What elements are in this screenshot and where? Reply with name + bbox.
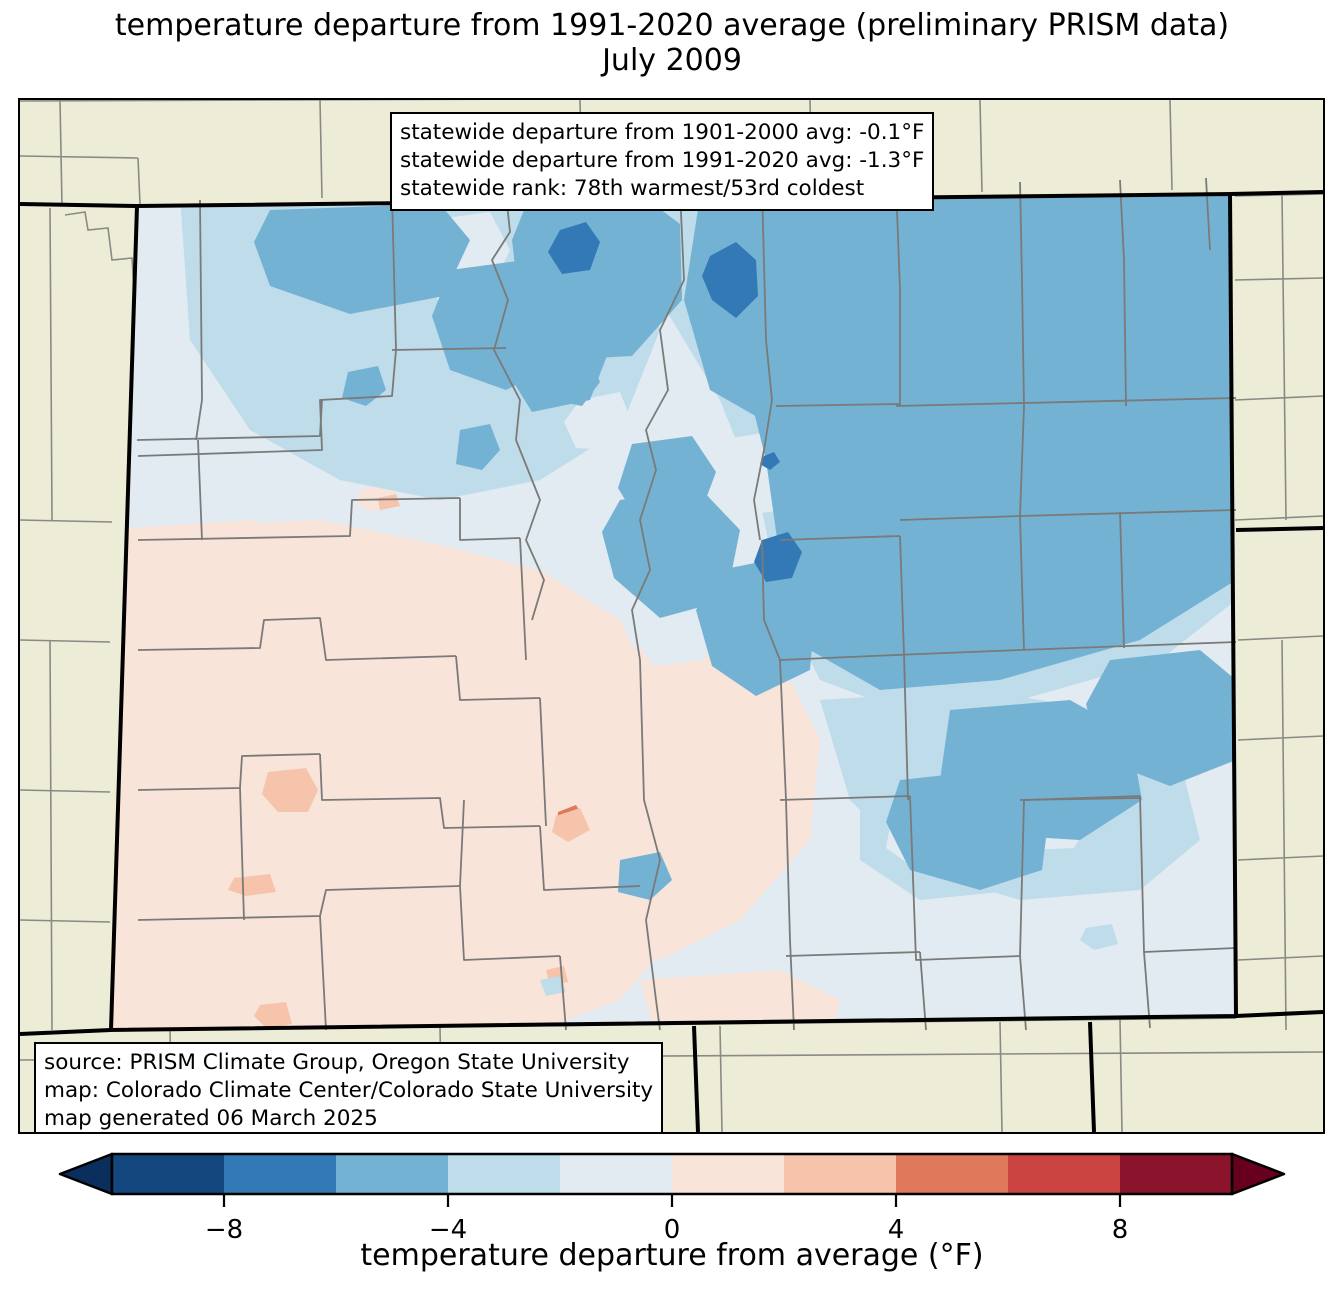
title-line-1: temperature departure from 1991-2020 ave… xyxy=(114,8,1230,43)
cool-dot-south2 xyxy=(540,976,566,996)
source-credit-box: source: PRISM Climate Group, Oregon Stat… xyxy=(34,1042,664,1132)
band-minus6-c3 xyxy=(696,558,816,696)
colorbar-tick-label-2: 0 xyxy=(664,1215,681,1245)
hot-patch-2 xyxy=(228,874,276,896)
map-panel: statewide departure from 1901-2000 avg: … xyxy=(18,98,1325,1134)
hot-patch-nw xyxy=(378,494,400,510)
band-minus4-dot1 xyxy=(838,720,916,766)
colorbar-tick-labels: −8 −4 0 4 8 xyxy=(205,1215,1128,1245)
colorbar: −8 −4 0 4 8 xyxy=(0,1142,1344,1299)
colorbar-svg: −8 −4 0 4 8 xyxy=(58,1152,1286,1245)
hot-patch-1 xyxy=(262,768,318,812)
colorbar-bands xyxy=(58,1152,1286,1196)
temperature-departure-field xyxy=(111,194,1236,1030)
neighboring-state-borders xyxy=(20,190,1323,1132)
band-minus6-c2 xyxy=(602,488,740,618)
colorbar-band-1 xyxy=(224,1154,337,1194)
stats-line-1: statewide departure from 1901-2000 avg: … xyxy=(400,120,925,145)
pocket-nc-1 xyxy=(564,392,632,450)
band-minus6-ne2 xyxy=(798,488,960,620)
band-minus6-nw xyxy=(254,204,470,314)
source-line-1: source: PRISM Climate Group, Oregon Stat… xyxy=(44,1050,630,1075)
colorbar-tick-label-0: −8 xyxy=(205,1215,243,1245)
colorbar-band-6 xyxy=(784,1154,897,1194)
colorbar-tick-label-3: 4 xyxy=(888,1215,905,1245)
band-0-to-2-south xyxy=(640,970,840,1030)
colorbar-axis-label: temperature departure from average (°F) xyxy=(360,1238,984,1273)
band-minus6-dot3 xyxy=(342,366,386,406)
colorbar-tick-label-4: 8 xyxy=(1112,1215,1129,1245)
colorbar-band-2 xyxy=(336,1154,449,1194)
colorbar-band-0 xyxy=(112,1154,225,1194)
title-line-2: July 2009 xyxy=(602,43,742,79)
source-line-3: map generated 06 March 2025 xyxy=(44,1105,378,1131)
band-minus6-nc xyxy=(512,194,682,360)
source-line-2: map: Colorado Climate Center/Colorado St… xyxy=(44,1077,654,1103)
band-minus8-spot3 xyxy=(760,452,780,470)
band-minus8-denver xyxy=(754,532,802,582)
band-minus6-e xyxy=(1086,650,1236,786)
statewide-stats-box: statewide departure from 1901-2000 avg: … xyxy=(390,112,935,211)
hot-patch-3 xyxy=(254,1002,292,1028)
cool-dot-south xyxy=(1080,924,1118,950)
band-minus8-spot2 xyxy=(702,242,758,318)
band-minus6-dot2 xyxy=(456,424,500,470)
colorado-temperature-map xyxy=(20,100,1323,1132)
colorbar-band-5 xyxy=(672,1154,785,1194)
band-0-to-2-west xyxy=(111,520,320,820)
hot-patch-5b xyxy=(552,808,590,842)
band-minus6-se2 xyxy=(940,700,1142,840)
colorbar-band-8 xyxy=(1008,1154,1121,1194)
colorbar-over-arrow xyxy=(1230,1152,1286,1196)
band-minus6-dot1 xyxy=(542,354,600,406)
colorbar-band-9 xyxy=(1120,1154,1233,1194)
colorbar-ticks xyxy=(222,1194,1122,1207)
colorbar-band-3 xyxy=(448,1154,561,1194)
colorbar-tick-label-1: −4 xyxy=(429,1215,467,1245)
colorbar-band-4 xyxy=(560,1154,673,1194)
band-minus8-spot1 xyxy=(548,222,600,274)
colorbar-band-7 xyxy=(896,1154,1009,1194)
stats-line-2: statewide departure from 1991-2020 avg: … xyxy=(400,147,925,173)
colorbar-under-arrow xyxy=(58,1152,114,1196)
stats-line-3: statewide rank: 78th warmest/53rd coldes… xyxy=(400,175,865,201)
page-title: temperature departure from 1991-2020 ave… xyxy=(0,8,1344,79)
